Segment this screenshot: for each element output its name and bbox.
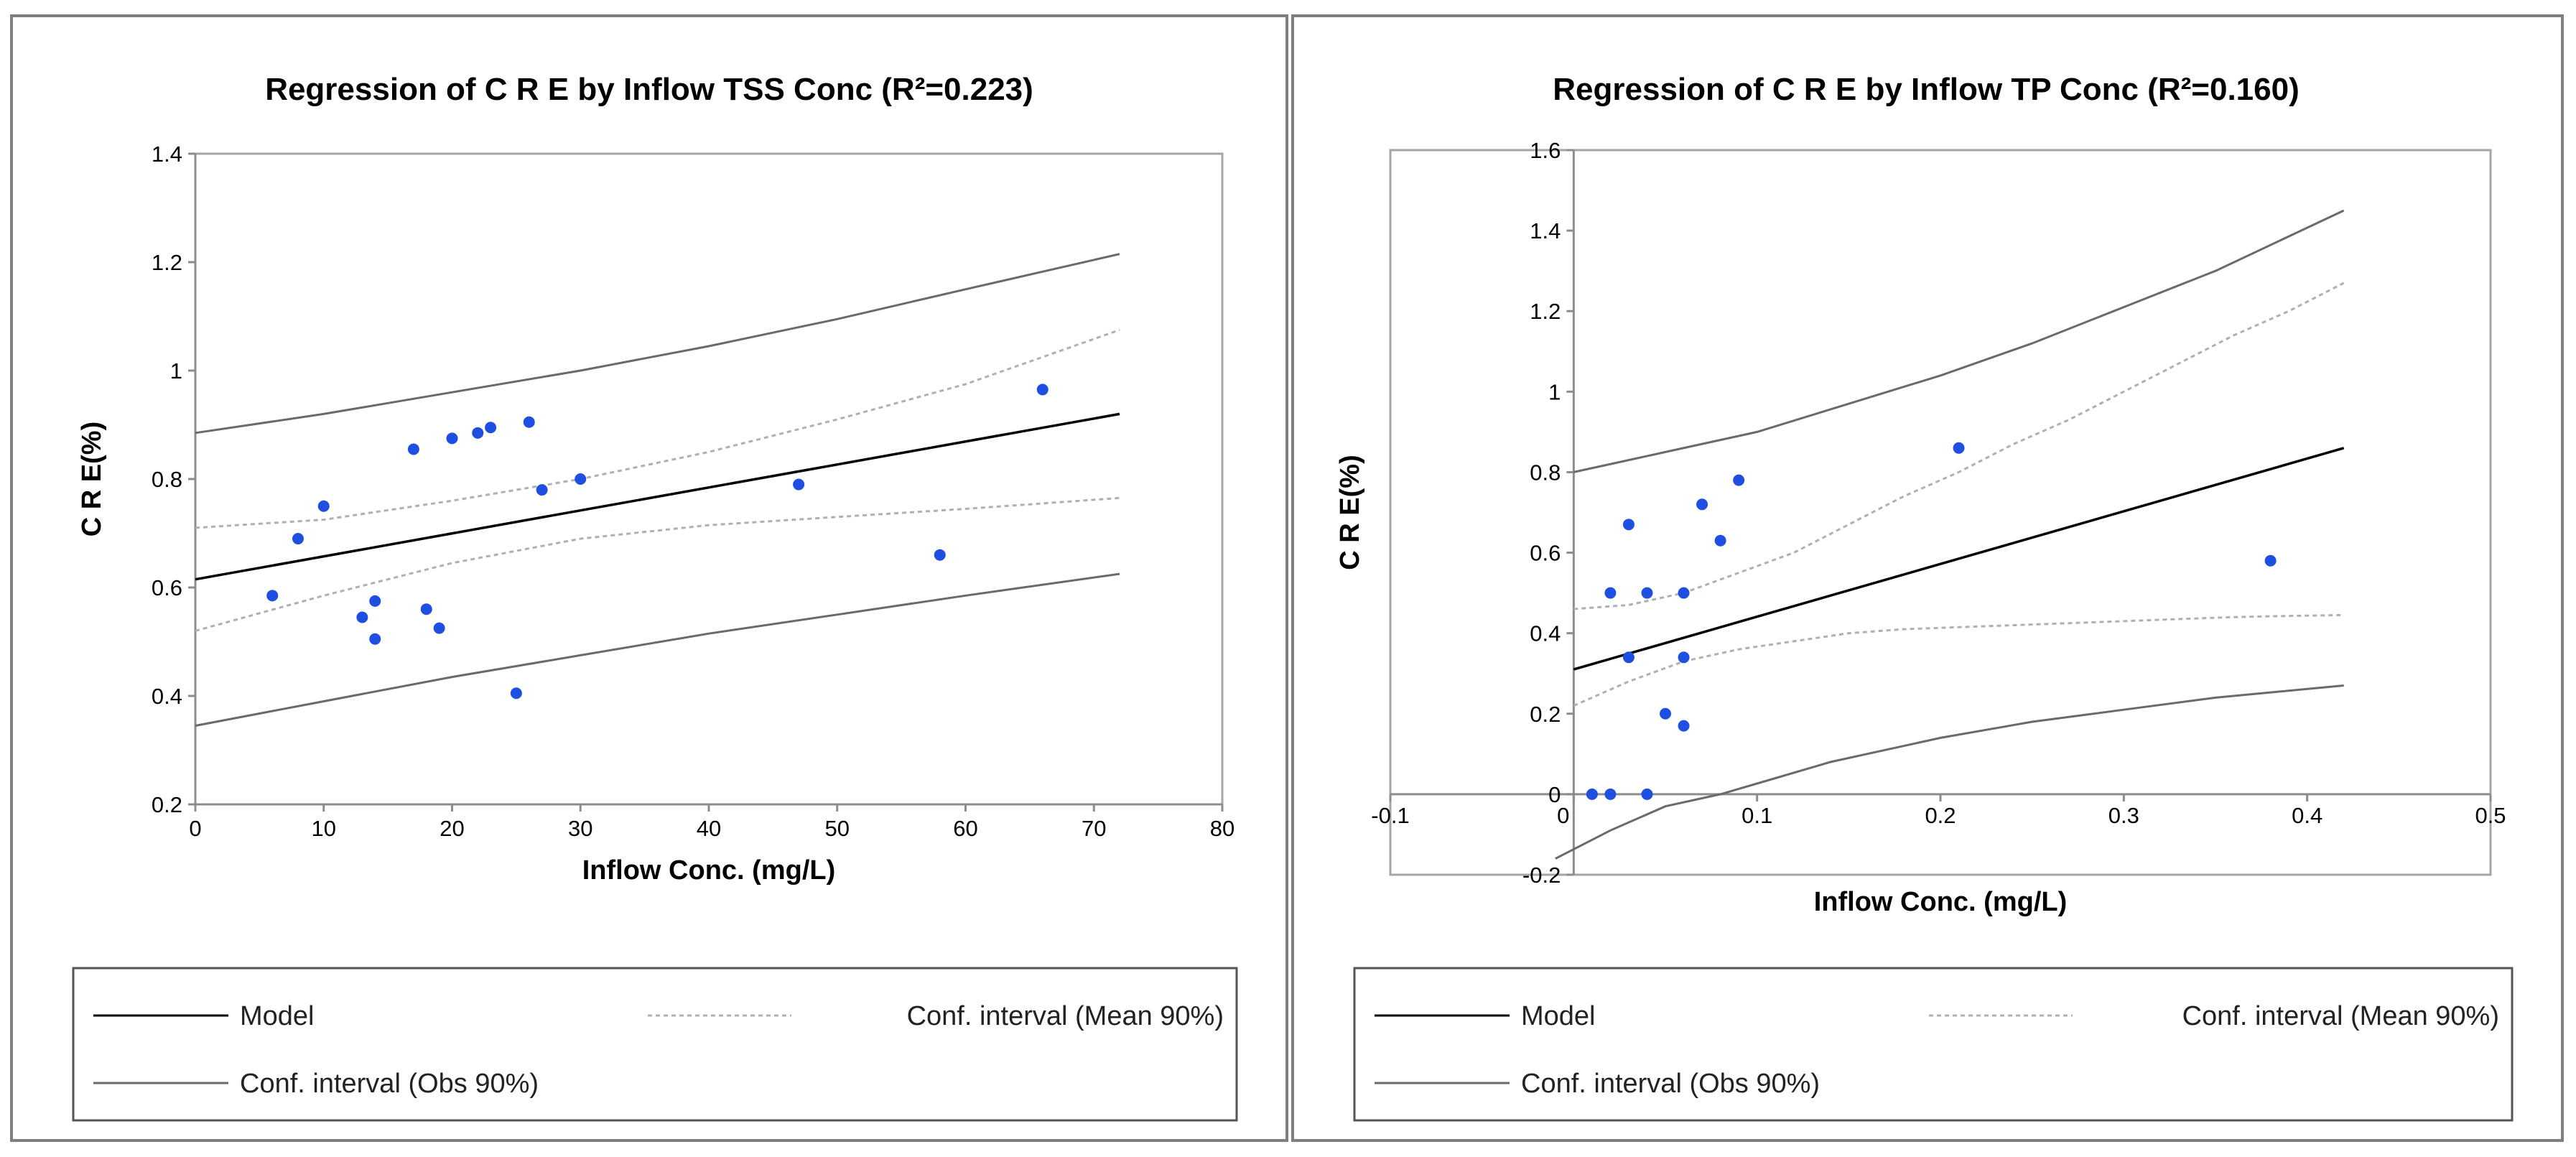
- data-point: [1622, 519, 1635, 531]
- data-point: [420, 603, 432, 615]
- plot-area-frame: [194, 152, 1224, 806]
- model-line: [1573, 447, 2345, 671]
- data-point: [317, 500, 330, 512]
- data-point: [407, 443, 419, 455]
- legend-label-conf-obs: Conf. interval (Obs 90%): [1521, 1069, 1820, 1099]
- data-point: [485, 422, 497, 434]
- y-tick-label: 1.4: [1530, 218, 1561, 243]
- x-tick-label: 0.2: [1925, 803, 1956, 828]
- y-tick-label: 0.8: [152, 467, 182, 492]
- y-tick-label: 1: [170, 358, 182, 384]
- data-point: [1696, 498, 1708, 511]
- conf-obs-upper-line: [195, 253, 1120, 435]
- chart-title: Regression of C R E by Inflow TP Conc (R…: [1553, 72, 2299, 107]
- x-tick-label: 0.3: [2108, 803, 2139, 828]
- data-point: [1604, 788, 1617, 800]
- y-tick-label: 1.4: [152, 141, 182, 167]
- conf-obs-upper-line: [1573, 209, 2345, 473]
- conf-mean-upper-line: [195, 328, 1120, 529]
- x-tick-label: -0.1: [1371, 803, 1409, 828]
- x-axis-label: Inflow Conc. (mg/L): [582, 855, 836, 886]
- x-tick-label: 80: [1210, 816, 1234, 841]
- x-tick-label: 60: [953, 816, 977, 841]
- conf-mean-upper-line: [1573, 282, 2345, 610]
- data-point: [356, 611, 368, 623]
- x-tick-label: 0.5: [2475, 803, 2506, 828]
- x-tick-label: 70: [1082, 816, 1106, 841]
- conf-mean-lower-line: [195, 496, 1120, 632]
- conf-obs-lower-line: [195, 572, 1120, 727]
- data-point: [575, 473, 587, 485]
- data-point: [266, 590, 279, 602]
- plot-area-frame: [1389, 149, 2492, 876]
- data-point: [510, 687, 522, 700]
- data-point: [1641, 587, 1653, 599]
- x-tick-label: 50: [825, 816, 850, 841]
- data-point: [433, 622, 445, 634]
- chart-title: Regression of C R E by Inflow TSS Conc (…: [265, 72, 1033, 107]
- data-point: [934, 549, 946, 561]
- legend-label-model: Model: [240, 1001, 315, 1031]
- x-tick-label: 0.1: [1742, 803, 1772, 828]
- y-tick-label: 0.6: [152, 575, 182, 600]
- data-point: [1641, 788, 1653, 800]
- data-point: [472, 427, 484, 439]
- legend-box: [1353, 967, 2514, 1122]
- data-point: [1953, 442, 1965, 454]
- data-point: [292, 533, 304, 545]
- tp-regression-panel: Regression of C R E by Inflow TP Conc (R…: [1291, 14, 2564, 1142]
- data-point: [1604, 587, 1617, 599]
- data-point: [1714, 534, 1726, 547]
- legend-box: [72, 967, 1238, 1122]
- legend-label-conf-mean: Conf. interval (Mean 90%): [907, 1001, 1224, 1031]
- data-point: [1586, 788, 1598, 800]
- x-tick-label: 10: [312, 816, 336, 841]
- y-tick-label: 0.2: [1530, 702, 1561, 727]
- x-tick-label: 0.4: [2292, 803, 2322, 828]
- data-point: [793, 478, 805, 491]
- data-point: [1678, 651, 1690, 664]
- y-axis-label: C R E(%): [1335, 455, 1365, 570]
- y-tick-label: 0.2: [152, 792, 182, 817]
- x-tick-label: 0: [189, 816, 201, 841]
- model-line: [195, 412, 1120, 581]
- y-tick-label: -0.2: [1522, 863, 1561, 888]
- conf-obs-lower-line: [1555, 684, 2344, 860]
- y-tick-label: 1.2: [152, 250, 182, 275]
- y-tick-label: 1.6: [1530, 138, 1561, 163]
- y-tick-label: 1.2: [1530, 299, 1561, 324]
- data-point: [523, 416, 535, 428]
- data-point: [1733, 474, 1745, 486]
- x-axis-label: Inflow Conc. (mg/L): [1814, 887, 2068, 917]
- data-point: [1660, 707, 1671, 720]
- y-tick-label: 0.4: [152, 684, 182, 709]
- x-tick-label: 40: [697, 816, 721, 841]
- y-tick-label: 1: [1548, 379, 1561, 404]
- tss-regression-panel: Regression of C R E by Inflow TSS Conc (…: [10, 14, 1288, 1142]
- data-point: [369, 633, 381, 645]
- y-tick-label: 0.4: [1530, 621, 1561, 646]
- legend-label-model: Model: [1521, 1001, 1596, 1031]
- conf-mean-lower-line: [1573, 613, 2344, 707]
- y-tick-label: 0: [1548, 782, 1561, 807]
- data-point: [1036, 384, 1048, 396]
- legend-label-conf-mean: Conf. interval (Mean 90%): [2182, 1001, 2499, 1031]
- data-point: [369, 595, 381, 607]
- x-tick-label: 20: [440, 816, 464, 841]
- x-tick-label: 30: [568, 816, 592, 841]
- data-point: [1622, 651, 1635, 664]
- data-point: [1678, 587, 1690, 599]
- y-tick-label: 0.8: [1530, 460, 1561, 485]
- y-tick-label: 0.6: [1530, 541, 1561, 566]
- tp-regression-chart: Regression of C R E by Inflow TP Conc (R…: [1335, 72, 2514, 1122]
- tss-regression-chart: Regression of C R E by Inflow TSS Conc (…: [72, 72, 1238, 1122]
- x-tick-label: 0: [1557, 803, 1569, 828]
- data-point: [2264, 554, 2277, 567]
- legend-label-conf-obs: Conf. interval (Obs 90%): [240, 1069, 539, 1099]
- y-axis-label: C R E(%): [77, 422, 107, 536]
- data-point: [536, 484, 548, 496]
- data-point: [1678, 720, 1690, 732]
- data-point: [446, 432, 458, 445]
